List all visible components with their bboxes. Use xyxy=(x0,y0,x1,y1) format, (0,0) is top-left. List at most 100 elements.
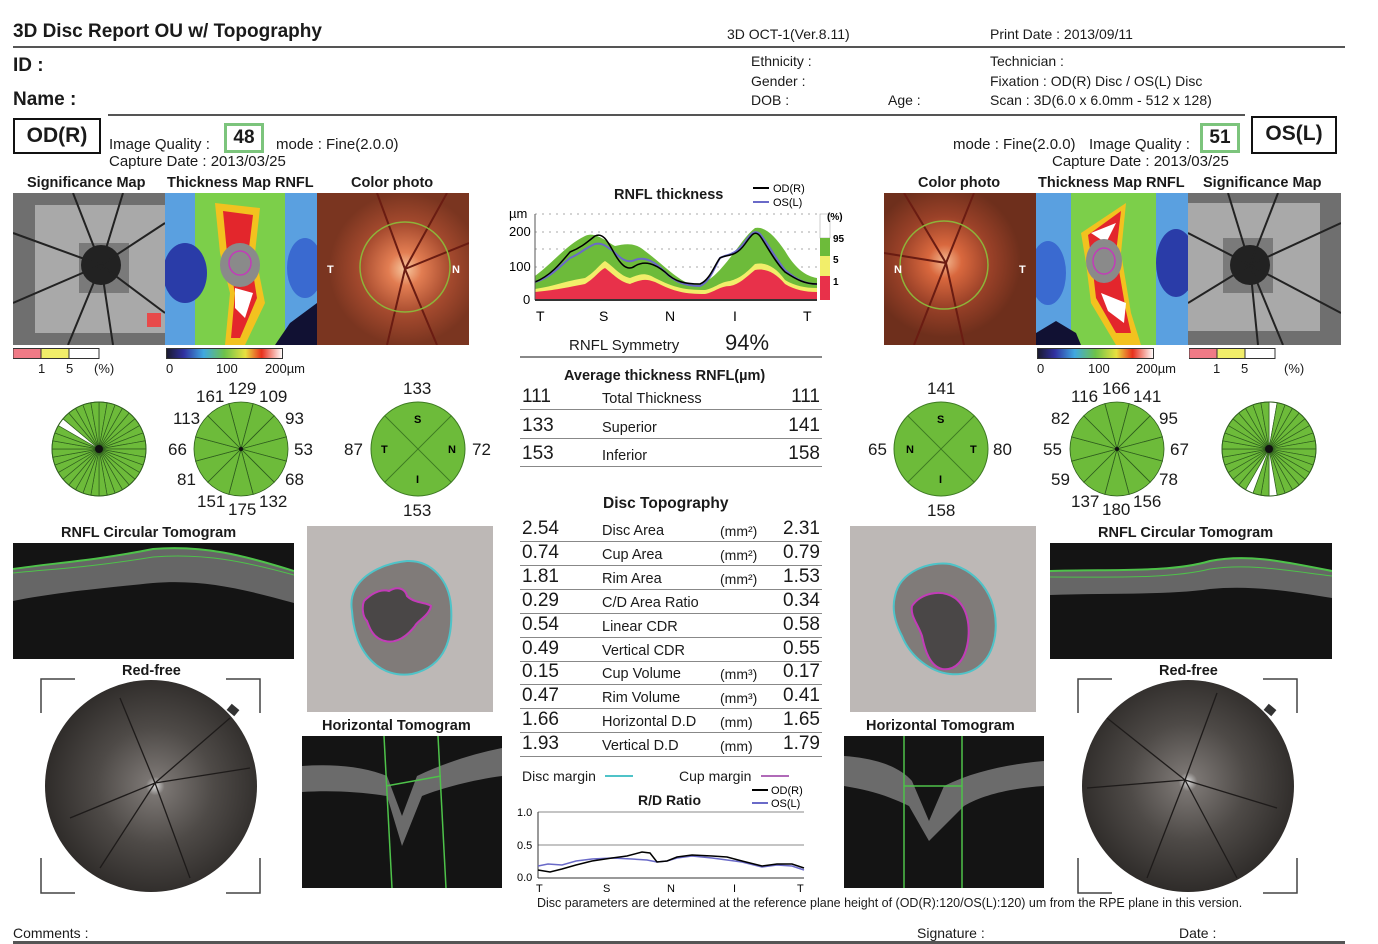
rnfl-chart-title: RNFL thickness xyxy=(614,187,724,203)
rnfl-band-5: 5 xyxy=(833,255,839,266)
od-significance-scale xyxy=(13,348,100,359)
date-label: Date : xyxy=(1179,925,1217,941)
od-red-free-title: Red-free xyxy=(122,663,181,679)
topo-label: Rim Volume xyxy=(602,690,681,707)
os-quad-n-value: 65 xyxy=(868,440,887,459)
os-36-center xyxy=(1265,445,1273,453)
od-clock-9: 66 xyxy=(168,440,187,459)
od-quad-t-value: 87 xyxy=(344,440,363,459)
os-red-free-title: Red-free xyxy=(1159,663,1218,679)
os-circular-tomogram-title: RNFL Circular Tomogram xyxy=(1098,525,1274,541)
os-clock-11: 116 xyxy=(1071,387,1099,406)
os-photo-n-label: N xyxy=(894,264,902,276)
disc-topography-row: 0.29 C/D Area Ratio 0.34 xyxy=(520,589,822,614)
os-horizontal-tomogram xyxy=(844,736,1044,888)
os-clock-8: 59 xyxy=(1051,470,1070,489)
os-photo-t-label: T xyxy=(1019,264,1026,276)
topo-unit: (mm) xyxy=(720,738,753,755)
od-photo-n-label: N xyxy=(452,264,460,276)
od-clock-center xyxy=(239,447,243,451)
disc-topography-title: Disc Topography xyxy=(603,495,729,512)
od-clock-8: 81 xyxy=(177,470,196,489)
os-disc-topography-map xyxy=(850,526,1036,712)
od-image-quality-value: 48 xyxy=(224,123,264,153)
od-clock-4: 68 xyxy=(285,470,304,489)
disc-topography-row: 0.54 Linear CDR 0.58 xyxy=(520,613,822,638)
os-significance-map xyxy=(1188,193,1341,345)
os-eye-label: OS(L) xyxy=(1251,116,1337,154)
rd-chart-legend: OD(R) OS(L) xyxy=(752,785,803,810)
id-label: ID : xyxy=(13,55,44,76)
topo-os-value: 0.17 xyxy=(783,661,820,683)
topo-label: Vertical CDR xyxy=(602,642,685,659)
technician-label: Technician : xyxy=(990,53,1064,69)
avg-label: Superior xyxy=(602,420,657,436)
disc-topography-row: 1.93 Vertical D.D (mm) 1.79 xyxy=(520,732,822,758)
scan-info: Scan : 3D(6.0 x 6.0mm - 512 x 128) xyxy=(990,92,1212,108)
od-quad-t-label: T xyxy=(381,444,388,456)
od-36-center xyxy=(95,445,103,453)
os-clock-5: 156 xyxy=(1133,492,1162,511)
topo-label: Cup Area xyxy=(602,546,663,563)
topo-os-value: 1.79 xyxy=(783,733,820,755)
disc-topography-row: 2.54 Disc Area (mm²) 2.31 xyxy=(520,517,822,542)
cup-margin-legend: Cup margin xyxy=(679,768,752,784)
od-quad-s-label: S xyxy=(414,414,421,426)
rnfl-ytick-200: 200 xyxy=(509,224,531,239)
os-clock-center xyxy=(1115,447,1119,451)
os-thickness-scale-0: 0 xyxy=(1037,361,1045,376)
od-thickness-scale-0: 0 xyxy=(166,361,174,376)
avg-od-value: 153 xyxy=(522,443,554,464)
disc-topography-row: 0.74 Cup Area (mm²) 0.79 xyxy=(520,541,822,566)
od-thickness-scale xyxy=(166,348,283,359)
od-clock-7: 151 xyxy=(197,492,226,511)
os-quad-s-value: 141 xyxy=(927,379,956,398)
od-color-photo-title: Color photo xyxy=(351,175,434,191)
topo-label: Vertical D.D xyxy=(602,738,679,755)
topo-unit: (mm) xyxy=(720,714,753,731)
cup-margin-swatch xyxy=(761,775,789,777)
gender-label: Gender : xyxy=(751,73,806,89)
rnfl-band-95: 95 xyxy=(833,234,845,245)
device-version: 3D OCT-1(Ver.8.11) xyxy=(727,26,850,42)
os-mode: mode : Fine(2.0.0) xyxy=(953,136,1076,153)
rnfl-xtick-i: I xyxy=(733,308,737,324)
rd-ytick-05: 0.5 xyxy=(517,840,532,852)
os-color-photo: N T xyxy=(884,193,1036,345)
os-thickness-map xyxy=(1036,193,1188,345)
od-quad-i-value: 153 xyxy=(403,501,432,520)
rnfl-symmetry-label: RNFL Symmetry xyxy=(569,337,680,354)
od-quad-n-label: N xyxy=(448,444,456,456)
avg-os-value: 111 xyxy=(791,386,820,407)
topo-os-value: 1.65 xyxy=(783,709,820,731)
topo-os-value: 0.34 xyxy=(783,589,820,611)
os-36-outline xyxy=(1221,401,1317,497)
os-clock-10: 82 xyxy=(1051,409,1070,428)
os-red-free-image xyxy=(1077,678,1298,894)
od-significance-map xyxy=(13,193,165,345)
disc-topography-row: 0.49 Vertical CDR 0.55 xyxy=(520,637,822,662)
disc-margin-swatch xyxy=(605,775,633,777)
avg-od-value: 111 xyxy=(522,386,551,407)
od-thickness-scale-200: 200µm xyxy=(265,361,306,376)
avg-label: Inferior xyxy=(602,448,648,464)
rnfl-ytick-100: 100 xyxy=(509,259,531,274)
os-clock-1: 141 xyxy=(1133,387,1162,406)
od-clock-2: 93 xyxy=(285,409,304,428)
os-quad-t-value: 80 xyxy=(993,440,1012,459)
os-significance-map-title: Significance Map xyxy=(1203,175,1322,191)
avg-thickness-row: 133 Superior 141 xyxy=(520,414,822,439)
od-thickness-map-title: Thickness Map RNFL xyxy=(167,175,314,191)
info-divider xyxy=(108,114,1245,116)
od-sector-36-chart xyxy=(51,401,147,497)
os-clock-2: 95 xyxy=(1159,409,1178,428)
od-thickness-scale-100: 100 xyxy=(216,361,238,376)
od-image-quality-label: Image Quality : xyxy=(109,136,210,153)
rd-ratio-title: R/D Ratio xyxy=(638,792,701,808)
od-36-outline xyxy=(51,401,147,497)
rd-ratio-chart: 1.0 0.5 0.0 T S N I T xyxy=(517,807,805,895)
od-scale-pct: (%) xyxy=(94,361,115,376)
topo-os-value: 0.79 xyxy=(783,541,820,563)
os-horizontal-tomogram-title: Horizontal Tomogram xyxy=(866,718,1015,734)
os-quad-t-label: T xyxy=(970,444,977,456)
